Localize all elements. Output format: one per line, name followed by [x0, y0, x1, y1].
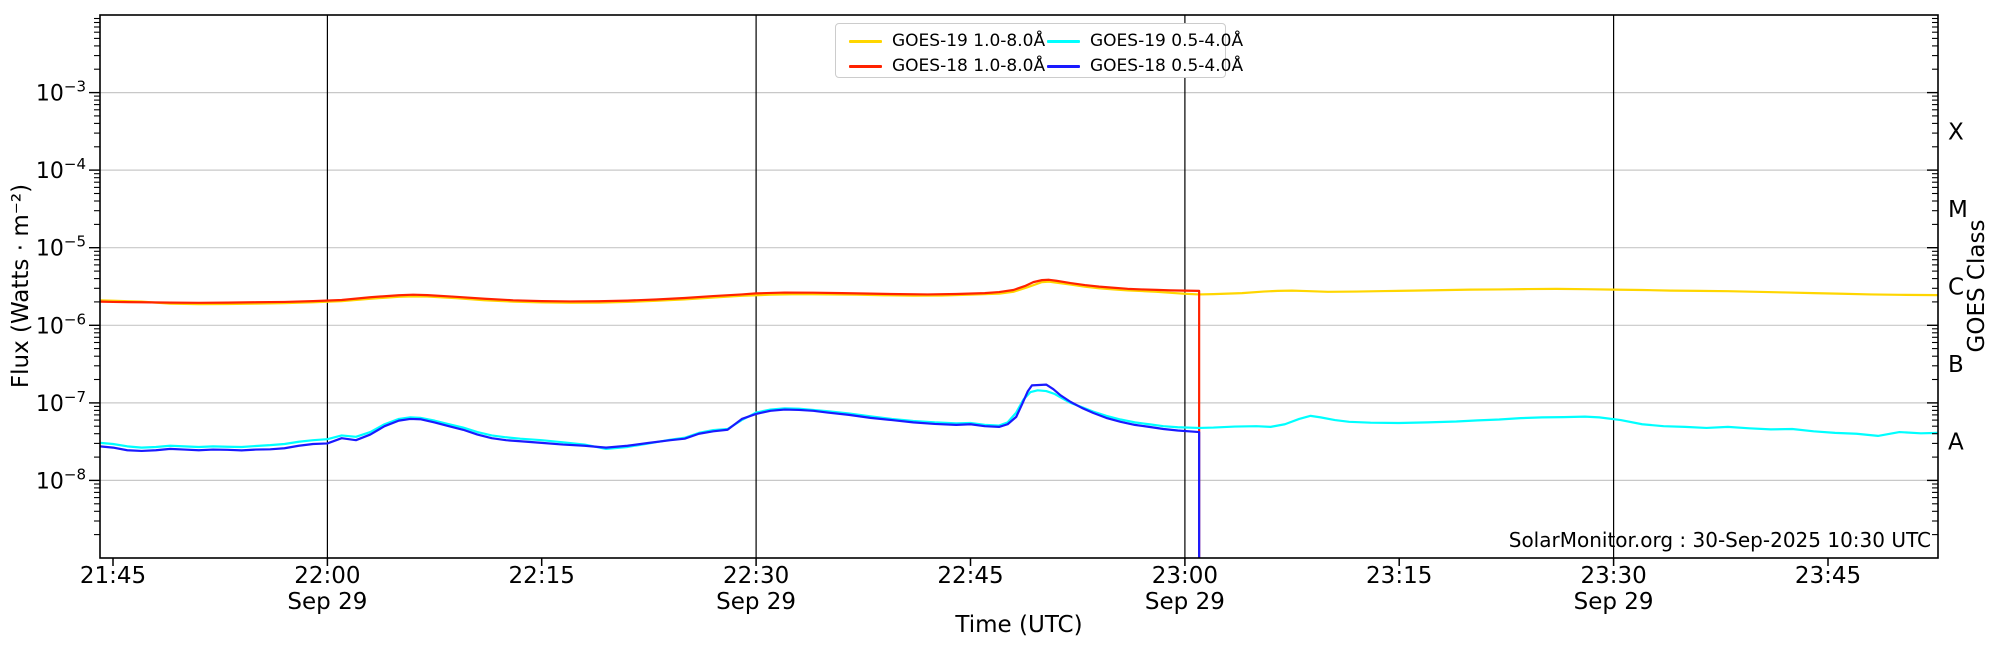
x-tick-label: 22:30 — [723, 563, 789, 589]
x-tick-date-sublabel: Sep 29 — [287, 589, 367, 615]
goes-class-letter-a: A — [1948, 430, 1964, 456]
x-tick-label: 23:00 — [1152, 563, 1218, 589]
x-tick-label: 22:00 — [294, 563, 360, 589]
legend-label: GOES-18 1.0-8.0Å — [892, 56, 1046, 76]
goes-class-letter-b: B — [1948, 352, 1964, 378]
y-tick-label: 10−6 — [36, 310, 86, 339]
x-tick-label: 23:30 — [1580, 563, 1646, 589]
y-tick-labels: 10−3 10−4 10−5 10−6 10−7 10−8 — [36, 78, 86, 495]
legend-line-swatch-cyan — [1047, 39, 1080, 43]
legend-entry-goes18-long: GOES-18 1.0-8.0Å — [849, 56, 1045, 76]
legend-line-swatch-blue — [1047, 64, 1080, 68]
legend-label: GOES-18 0.5-4.0Å — [1090, 56, 1244, 76]
goes-class-letter-m: M — [1948, 197, 1968, 223]
legend-entry-goes19-long: GOES-19 1.0-8.0Å — [849, 31, 1045, 51]
series-line-goes-18-1-0-8-0- — [100, 278, 1201, 558]
plot-frame — [99, 14, 1939, 559]
right-axis-title: GOES Class — [1964, 220, 1990, 353]
y-axis-title: Flux (Watts · m⁻²) — [8, 184, 34, 388]
y-tick-label: 10−5 — [36, 233, 86, 262]
plot-series — [100, 278, 1939, 558]
goes-class-letters: X M C B A — [1948, 119, 1968, 455]
legend-label: GOES-19 0.5-4.0Å — [1090, 31, 1244, 51]
y-tick-label: 10−4 — [36, 155, 86, 184]
x-tick-label: 23:45 — [1795, 563, 1861, 589]
goes-class-letter-c: C — [1948, 275, 1964, 301]
legend-label: GOES-19 1.0-8.0Å — [892, 31, 1046, 51]
legend-entry-goes18-short: GOES-18 0.5-4.0Å — [1047, 56, 1243, 76]
x-tick-label: 22:45 — [937, 563, 1003, 589]
y-tick-label: 10−3 — [36, 78, 86, 107]
y-tick-label: 10−8 — [36, 465, 86, 494]
legend-entry-goes19-short: GOES-19 0.5-4.0Å — [1047, 31, 1243, 51]
plot-gridlines — [100, 91, 1938, 481]
x-tick-label: 21:45 — [80, 563, 146, 589]
legend: GOES-19 1.0-8.0Å GOES-19 0.5-4.0Å GOES-1… — [835, 23, 1243, 78]
x-tick-date-sublabel: Sep 29 — [1574, 589, 1654, 615]
hour-marker-lines — [326, 15, 1615, 558]
legend-line-swatch-yellow — [849, 39, 882, 43]
goes-class-letter-x: X — [1948, 119, 1964, 145]
series-line-goes-18-0-5-4-0- — [100, 383, 1201, 558]
x-tick-date-sublabel: Sep 29 — [716, 589, 796, 615]
x-tick-date-sublabel: Sep 29 — [1145, 589, 1225, 615]
series-line-goes-19-0-5-4-0- — [100, 389, 1939, 450]
axis-ticks — [89, 17, 1938, 566]
x-tick-label: 22:15 — [509, 563, 575, 589]
legend-line-swatch-red — [849, 64, 882, 68]
series-line-goes-19-1-0-8-0- — [100, 280, 1939, 306]
x-tick-label: 23:15 — [1366, 563, 1432, 589]
watermark-text: SolarMonitor.org : 30-Sep-2025 10:30 UTC — [1509, 528, 1931, 552]
y-tick-label: 10−7 — [36, 388, 86, 417]
x-axis-title: Time (UTC) — [954, 612, 1082, 638]
